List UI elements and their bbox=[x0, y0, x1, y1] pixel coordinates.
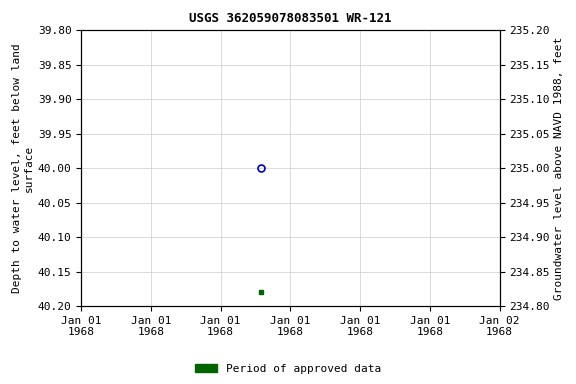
Y-axis label: Groundwater level above NAVD 1988, feet: Groundwater level above NAVD 1988, feet bbox=[554, 36, 564, 300]
Y-axis label: Depth to water level, feet below land
surface: Depth to water level, feet below land su… bbox=[12, 43, 33, 293]
Legend: Period of approved data: Period of approved data bbox=[191, 359, 385, 379]
Title: USGS 362059078083501 WR-121: USGS 362059078083501 WR-121 bbox=[189, 12, 392, 25]
